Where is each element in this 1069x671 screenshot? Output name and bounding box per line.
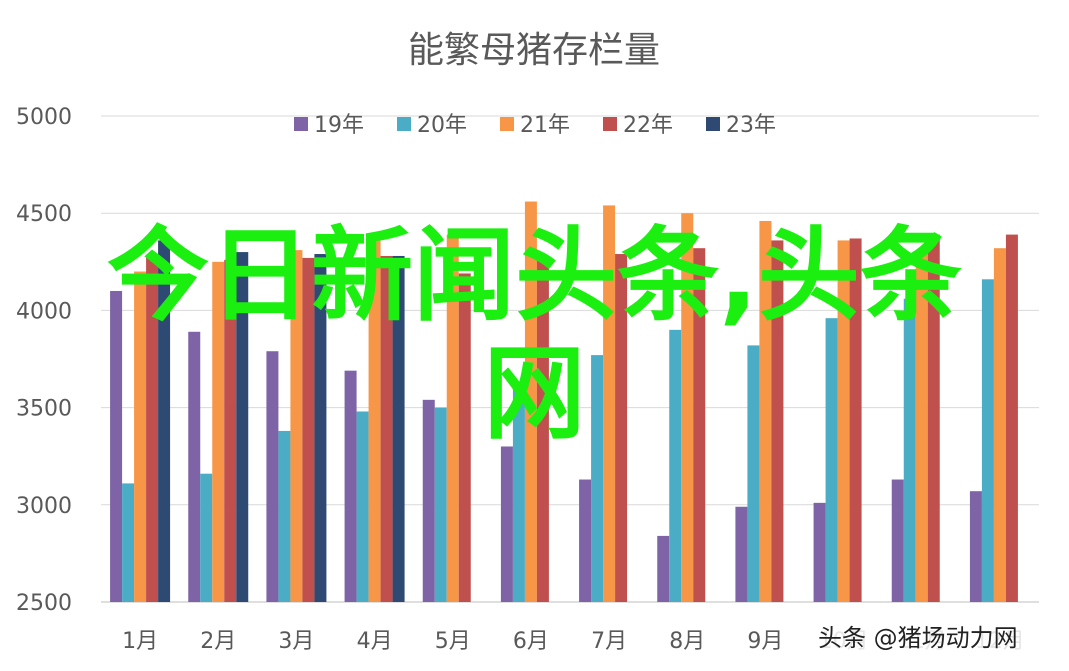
bar: [188, 331, 201, 602]
bar: [591, 355, 604, 602]
bar: [891, 479, 904, 602]
x-tick-label: 7月: [591, 629, 627, 654]
legend-swatch: [500, 117, 514, 131]
legend-swatch: [294, 117, 308, 131]
bar: [669, 329, 682, 602]
bar: [422, 399, 435, 602]
bar: [122, 483, 135, 602]
bar: [134, 271, 147, 602]
bar: [158, 240, 171, 602]
bar: [368, 240, 381, 602]
legend-label: 22年: [623, 113, 673, 138]
bar: [314, 254, 327, 603]
x-tick-label: 6月: [513, 629, 549, 654]
bar: [825, 318, 838, 602]
y-tick-label: 3000: [16, 494, 72, 519]
bar: [344, 370, 357, 602]
chart-title: 能繁母猪存栏量: [408, 30, 660, 71]
bar: [458, 273, 471, 602]
legend: 19年 20年 21年 22年 23年: [294, 113, 776, 138]
bar: [771, 240, 784, 602]
x-tick-label: 5月: [435, 629, 471, 654]
grid-lines: [101, 115, 1039, 603]
y-axis-tick-labels: 2500 3000 3500 4000 4500 5000: [16, 105, 72, 616]
bar: [681, 213, 694, 602]
legend-label: 21年: [520, 113, 570, 138]
bar: [927, 234, 940, 603]
bar: [993, 248, 1006, 602]
bar: [278, 430, 291, 602]
x-tick-label: 8月: [669, 629, 705, 654]
y-tick-label: 2500: [16, 591, 72, 616]
legend-swatch: [397, 117, 411, 131]
bar-series: [110, 201, 1018, 603]
bar: [110, 290, 123, 602]
bar: [837, 240, 850, 602]
legend-label: 20年: [417, 113, 467, 138]
x-tick-label: 3月: [278, 629, 314, 654]
bar: [693, 248, 706, 602]
bar: [434, 407, 447, 602]
bar: [657, 535, 670, 602]
bar: [524, 201, 537, 602]
bar: [200, 473, 213, 602]
legend-swatch: [706, 117, 720, 131]
x-tick-label: 9月: [747, 629, 783, 654]
bar: [536, 257, 549, 602]
bar: [302, 257, 315, 602]
y-tick-label: 4500: [16, 202, 72, 227]
bar: [500, 446, 513, 602]
bar: [224, 259, 237, 602]
bar: [813, 502, 826, 602]
bar: [759, 220, 772, 602]
bar: [981, 279, 994, 602]
y-tick-label: 3500: [16, 397, 72, 422]
y-tick-label: 4000: [16, 299, 72, 324]
bar: [392, 255, 405, 602]
bar: [747, 345, 760, 602]
x-tick-label: 2月: [200, 629, 236, 654]
bar: [446, 234, 459, 603]
legend-label: 19年: [314, 113, 364, 138]
bar: [266, 351, 279, 602]
bar: [603, 205, 616, 602]
bar: [849, 238, 862, 603]
bar: [615, 254, 628, 603]
y-tick-label: 5000: [16, 105, 72, 130]
bar: [579, 479, 592, 602]
bar: [915, 254, 928, 603]
legend-swatch: [603, 117, 617, 131]
bar: [356, 411, 369, 602]
bar: [380, 255, 393, 602]
bar: [512, 384, 525, 602]
watermark-text: 头条 @猪场动力网: [812, 618, 1024, 653]
bar: [146, 255, 159, 602]
bar: [212, 261, 225, 602]
x-tick-label: 1月: [122, 629, 158, 654]
x-tick-label: 4月: [357, 629, 393, 654]
bar: [735, 506, 748, 602]
legend-label: 23年: [726, 113, 776, 138]
bar: [969, 491, 982, 602]
bar: [290, 250, 303, 603]
bar: [903, 298, 916, 602]
bar: [1005, 234, 1018, 603]
bar: [236, 252, 249, 602]
